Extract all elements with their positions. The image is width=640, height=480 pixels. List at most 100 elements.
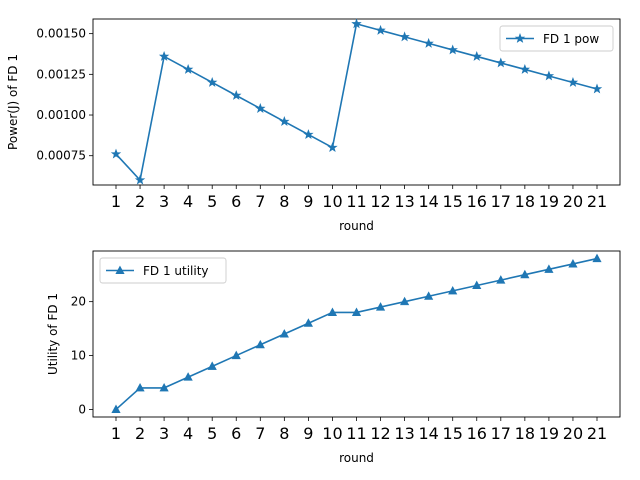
x-tick-label: 19	[539, 424, 559, 443]
data-point	[400, 296, 410, 306]
x-tick-label: 13	[394, 424, 414, 443]
data-point	[423, 37, 434, 48]
data-point	[158, 50, 170, 61]
y-axis-label: Utility of FD 1	[46, 293, 60, 375]
x-tick-label: 14	[418, 192, 438, 211]
x-tick-label: 12	[370, 424, 390, 443]
data-point	[543, 70, 555, 81]
y-tick-label: 10	[71, 349, 86, 363]
data-point	[592, 253, 602, 263]
legend-box	[499, 25, 614, 52]
data-point	[327, 307, 338, 316]
data-point	[159, 382, 169, 392]
x-axis-label: round	[339, 219, 374, 233]
x-axis-label: round	[339, 451, 374, 465]
data-point	[135, 382, 145, 392]
x-tick-label: 5	[207, 424, 217, 443]
y-tick-label: 0.00150	[36, 27, 86, 41]
data-point	[231, 90, 242, 100]
x-tick-label: 8	[279, 192, 289, 211]
x-tick-label: 6	[231, 192, 241, 211]
x-tick-label: 17	[491, 424, 511, 443]
x-tick-label: 9	[303, 192, 313, 211]
legend: FD 1 pow	[499, 25, 614, 52]
x-tick-label: 18	[515, 424, 535, 443]
y-tick-label: 0.00125	[36, 67, 86, 81]
x-tick-label: 16	[467, 192, 487, 211]
x-tick-label: 8	[279, 424, 289, 443]
data-point	[303, 318, 313, 327]
data-point	[471, 50, 482, 61]
data-point	[496, 275, 506, 284]
data-point	[255, 103, 266, 113]
data-point	[351, 307, 362, 316]
y-axis-label: Power(J) of FD 1	[6, 54, 20, 150]
data-point	[327, 142, 338, 152]
data-point	[591, 83, 603, 94]
series-fd-1-utility	[111, 253, 602, 413]
data-point	[111, 404, 121, 413]
data-point	[207, 76, 218, 87]
x-tick-label: 3	[159, 192, 169, 211]
y-tick-label: 20	[71, 295, 86, 309]
x-tick-label: 1	[111, 192, 121, 211]
data-point	[279, 116, 290, 126]
chart-panel-1: 1 2 3 4 5 6 7 8 9 10 11 12 13 14 15 16 17 18 19 20 210.00075…	[6, 18, 621, 233]
x-tick-label: 7	[255, 424, 265, 443]
x-tick-label: 12	[370, 192, 390, 211]
data-point	[472, 280, 482, 290]
x-tick-label: 6	[231, 424, 241, 443]
x-tick-label: 14	[418, 424, 438, 443]
data-point	[399, 31, 410, 42]
data-point	[519, 63, 531, 74]
x-tick-label: 13	[394, 192, 414, 211]
chart-panel-2: 1 2 3 4 5 6 7 8 9 10 11 12 13 14 15 16 17 18 19 20 2101020ro…	[46, 250, 621, 465]
x-tick-label: 2	[135, 192, 145, 211]
data-point	[303, 129, 314, 139]
x-tick-label: 15	[443, 424, 463, 443]
data-point	[424, 291, 434, 300]
data-point	[448, 285, 458, 295]
x-tick-label: 9	[303, 424, 313, 443]
y-tick-label: 0.00075	[36, 149, 86, 163]
x-tick-label: 1	[111, 424, 121, 443]
x-tick-label: 3	[159, 424, 169, 443]
data-point	[231, 350, 241, 360]
x-tick-label: 18	[515, 192, 535, 211]
x-tick-label: 2	[135, 424, 145, 443]
data-point	[375, 302, 386, 311]
legend-marker	[514, 33, 526, 43]
y-tick-label: 0.00100	[36, 108, 86, 122]
series-fd-1-pow	[110, 18, 603, 185]
data-point	[279, 329, 289, 338]
legend-label: FD 1 utility	[143, 264, 209, 278]
x-tick-label: 11	[346, 424, 366, 443]
data-point	[255, 339, 265, 349]
x-tick-label: 20	[563, 424, 583, 443]
x-tick-label: 4	[183, 192, 193, 211]
data-point	[183, 372, 193, 381]
legend-marker	[115, 265, 125, 275]
x-tick-label: 10	[322, 192, 342, 211]
data-point	[182, 63, 194, 74]
data-point	[375, 24, 386, 35]
data-point	[110, 148, 122, 159]
x-tick-label: 21	[587, 424, 607, 443]
data-point	[134, 174, 146, 185]
x-tick-label: 21	[587, 192, 607, 211]
x-tick-label: 10	[322, 424, 342, 443]
x-tick-label: 19	[539, 192, 559, 211]
x-tick-label: 11	[346, 192, 366, 211]
data-point	[520, 269, 530, 279]
legend-box	[99, 257, 227, 284]
x-tick-label: 7	[255, 192, 265, 211]
data-point	[567, 76, 579, 87]
data-point	[568, 259, 578, 268]
y-tick-label: 0	[78, 402, 86, 416]
x-tick-label: 20	[563, 192, 583, 211]
x-tick-label: 5	[207, 192, 217, 211]
data-point	[207, 361, 217, 370]
data-point	[447, 44, 458, 55]
x-tick-label: 15	[443, 192, 463, 211]
